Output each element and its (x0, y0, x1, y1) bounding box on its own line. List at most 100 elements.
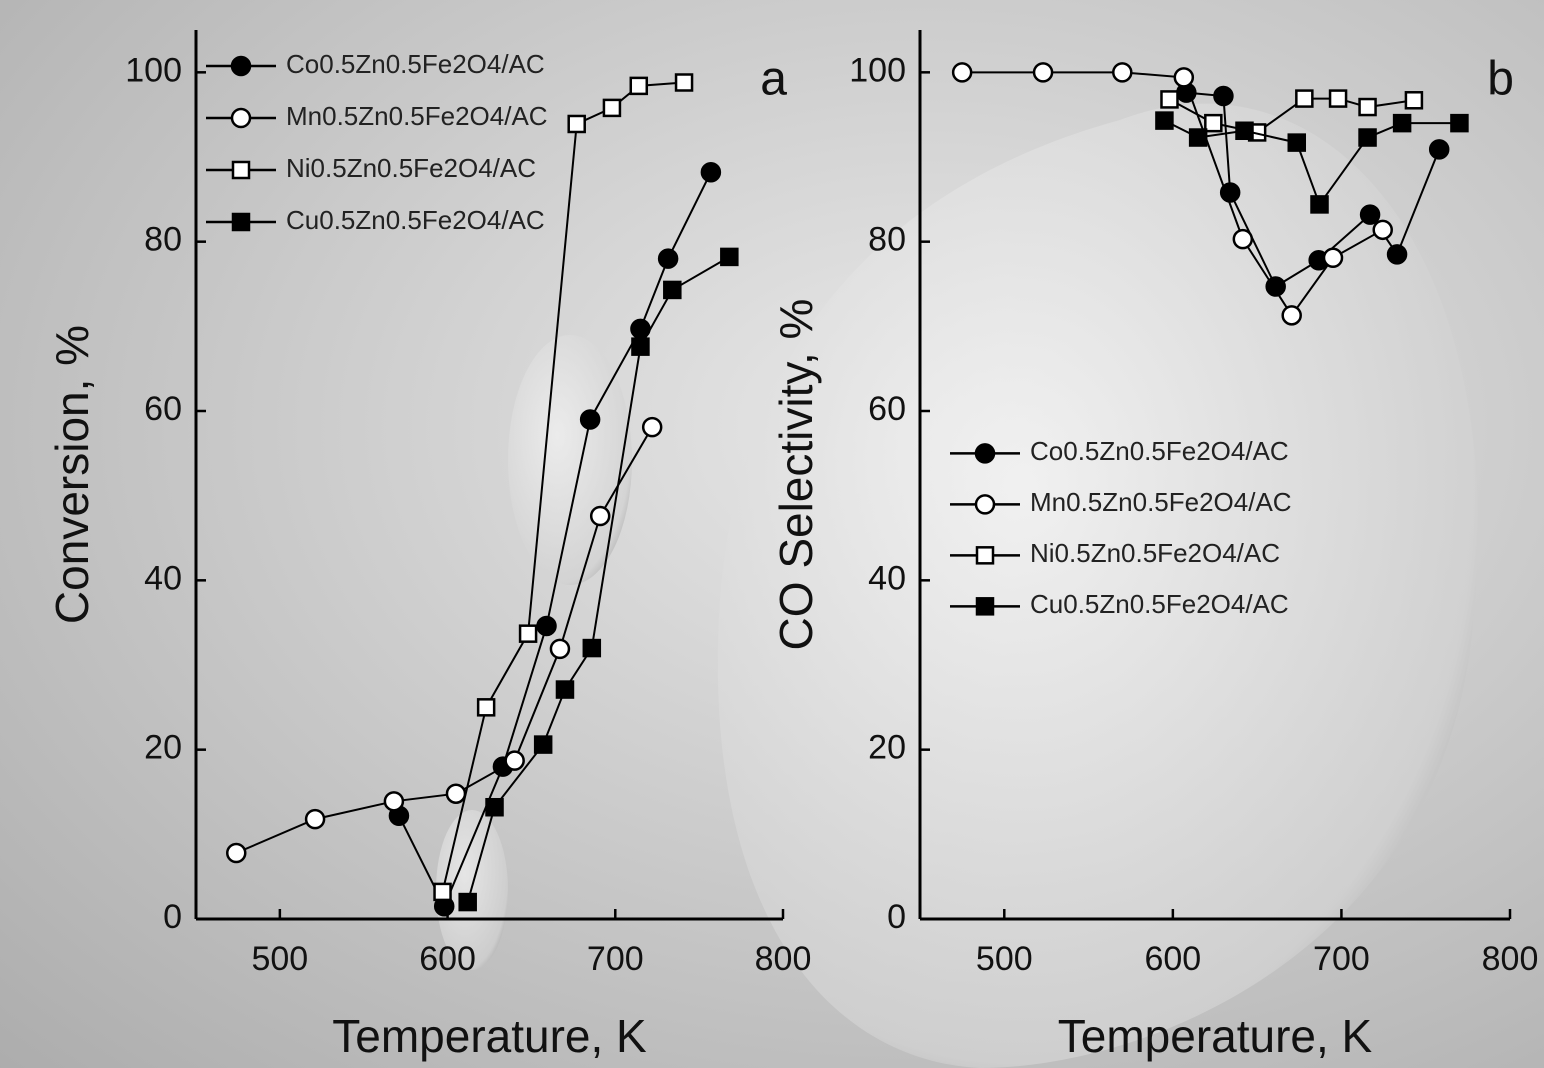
marker (1372, 219, 1393, 241)
marker (657, 248, 679, 269)
legend-marker (974, 494, 996, 515)
marker (433, 882, 452, 902)
x-tick-label: 700 (587, 940, 644, 978)
marker (674, 73, 694, 92)
marker (1213, 85, 1234, 107)
marker (700, 161, 722, 183)
marker (458, 892, 477, 912)
legend-marker (231, 212, 251, 232)
droplet (508, 335, 632, 585)
marker (1358, 128, 1377, 147)
y-tick-label: 100 (125, 51, 182, 89)
x-tick-label: 700 (1313, 940, 1370, 978)
marker (589, 505, 611, 527)
marker (720, 247, 739, 267)
x-tick-label: 600 (1144, 940, 1201, 978)
marker (1232, 228, 1254, 250)
legend-label: Ni0.5Zn0.5Fe2O4/AC (1030, 538, 1280, 568)
legend-label: Mn0.5Zn0.5Fe2O4/AC (286, 101, 548, 131)
marker (1310, 195, 1329, 214)
y-axis-label: CO Selectivity, % (770, 299, 822, 651)
y-tick-label: 20 (868, 729, 906, 767)
marker (304, 808, 326, 830)
legend-marker (230, 107, 252, 129)
marker (1404, 91, 1424, 110)
marker (518, 624, 538, 643)
marker (1428, 139, 1450, 160)
marker (485, 797, 504, 817)
x-axis-label: Temperature, K (1058, 1010, 1373, 1062)
marker (567, 114, 586, 134)
legend-marker (975, 546, 995, 565)
marker (1358, 97, 1377, 117)
marker (1160, 90, 1179, 109)
marker (602, 98, 622, 118)
marker (1287, 133, 1307, 152)
marker (631, 337, 650, 356)
legend-marker (230, 55, 252, 77)
legend-label: Co0.5Zn0.5Fe2O4/AC (1030, 436, 1289, 466)
legend-label: Cu0.5Zn0.5Fe2O4/AC (1030, 589, 1289, 619)
marker (1386, 244, 1408, 265)
marker (1155, 111, 1174, 130)
marker (1450, 113, 1469, 133)
marker (1328, 89, 1348, 108)
marker (445, 783, 467, 804)
marker (1235, 121, 1254, 141)
panel-label: b (1487, 53, 1514, 106)
y-tick-label: 100 (849, 51, 906, 89)
legend-label: Mn0.5Zn0.5Fe2O4/AC (1030, 487, 1292, 517)
marker (226, 842, 247, 864)
marker (476, 698, 496, 717)
panel-label: a (760, 53, 787, 106)
marker (1032, 62, 1054, 83)
marker (1281, 305, 1302, 326)
marker (1188, 128, 1208, 147)
y-tick-label: 0 (163, 898, 182, 936)
marker (641, 416, 663, 438)
marker (1173, 67, 1195, 88)
marker (555, 680, 575, 699)
x-tick-label: 500 (976, 940, 1033, 978)
legend-label: Co0.5Zn0.5Fe2O4/AC (286, 49, 545, 79)
series-line (962, 71, 1384, 318)
x-tick-label: 800 (1482, 940, 1539, 978)
series-line (398, 171, 712, 909)
marker (383, 791, 405, 812)
x-tick-label: 600 (419, 940, 476, 978)
x-tick-label: 800 (755, 940, 812, 978)
marker (533, 735, 553, 754)
y-tick-label: 80 (144, 221, 182, 259)
marker (663, 280, 682, 300)
y-tick-label: 20 (144, 729, 182, 767)
marker (1359, 204, 1381, 225)
marker (582, 638, 602, 658)
x-axis-label: Temperature, K (332, 1010, 647, 1062)
marker (1204, 113, 1223, 133)
y-tick-label: 40 (144, 559, 182, 597)
marker (1112, 62, 1133, 83)
marker (579, 409, 601, 430)
legend-marker (974, 443, 996, 464)
legend-marker (975, 597, 995, 616)
legend-marker (231, 160, 251, 180)
marker (1392, 113, 1412, 133)
y-tick-label: 0 (887, 898, 906, 936)
series-line (235, 426, 654, 854)
legend-label: Cu0.5Zn0.5Fe2O4/AC (286, 205, 545, 235)
x-tick-label: 500 (251, 940, 308, 978)
marker (536, 615, 557, 637)
series-line (466, 256, 730, 903)
y-tick-label: 60 (144, 390, 182, 428)
y-axis-label: Conversion, % (46, 325, 98, 624)
legend-label: Ni0.5Zn0.5Fe2O4/AC (286, 153, 536, 183)
marker (504, 750, 525, 771)
droplet (717, 103, 1479, 1068)
marker (1322, 247, 1344, 269)
marker (951, 62, 973, 83)
y-tick-label: 60 (868, 390, 906, 428)
marker (1295, 89, 1314, 108)
y-tick-label: 40 (868, 559, 906, 597)
marker (549, 638, 571, 660)
